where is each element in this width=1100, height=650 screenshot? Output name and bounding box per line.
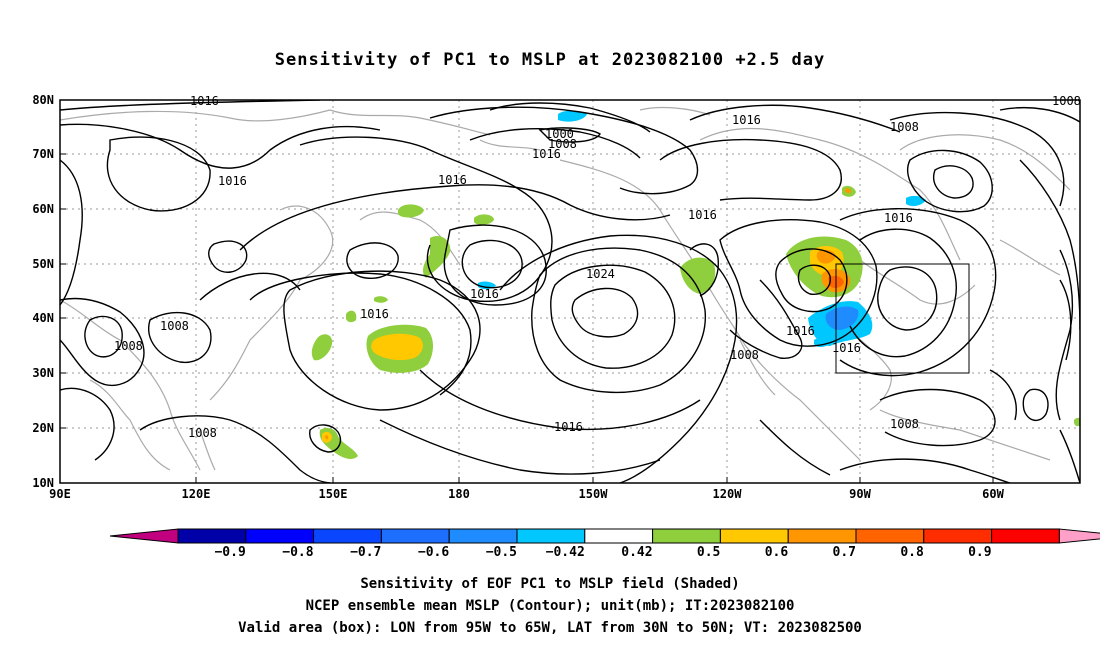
lon-label: 180 (448, 487, 470, 501)
latitude-labels: 80N 70N 60N 50N 40N 30N 20N 10N (32, 93, 54, 490)
contour-label: 1016 (786, 324, 815, 338)
colorbar-label: 0.8 (900, 545, 924, 560)
colorbar-swatch (245, 528, 315, 544)
colorbar-swatch (380, 528, 450, 544)
coastlines (60, 106, 1071, 471)
colorbar-label: 0.6 (765, 545, 789, 560)
colorbar-label: 0.42 (621, 545, 652, 560)
contour-label: 1008 (160, 319, 189, 333)
longitude-labels: 90E 120E 150E 180 150W 120W 90W 60W (49, 487, 1004, 501)
contour-label: 1016 (554, 420, 583, 434)
contour-label: 1016 (438, 173, 467, 187)
lat-label: 50N (32, 257, 54, 271)
colorbar-label: −0.5 (486, 545, 517, 560)
contour-label: 1008 (730, 348, 759, 362)
contour-label: 1016 (470, 287, 499, 301)
lon-label: 150W (579, 487, 609, 501)
colorbar-label: 0.9 (968, 545, 991, 560)
colorbar-labels: −0.9 −0.8 −0.7 −0.6 −0.5 −0.42 0.42 0.5 0.6 0.7 0.… (214, 545, 991, 560)
lon-label: 90W (849, 487, 871, 501)
contour-label: 1016 (218, 174, 247, 188)
chart-title: Sensitivity of PC1 to MSLP at 2023082100… (274, 50, 826, 70)
colorbar-swatch (584, 528, 654, 544)
colorbar-swatch (923, 528, 993, 544)
colorbar-label: −0.42 (546, 545, 585, 560)
lon-label: 120E (182, 487, 211, 501)
lat-label: 60N (32, 202, 54, 216)
lon-label: 120W (713, 487, 743, 501)
contour-label: 1016 (688, 208, 717, 222)
colorbar-label: 0.7 (833, 545, 856, 560)
colorbar-swatch (652, 528, 721, 544)
axis-ticks (60, 99, 994, 483)
contour-label: 1016 (360, 307, 389, 321)
colorbar-label: 0.5 (697, 545, 720, 560)
contour-label: 1016 (190, 94, 219, 108)
contour-label: 1016 (832, 341, 861, 355)
contour-label: 1016 (532, 147, 561, 161)
caption-line: Sensitivity of EOF PC1 to MSLP field (Sh… (360, 576, 740, 592)
colorbar-end-triangle (109, 528, 179, 544)
lon-label: 60W (982, 487, 1004, 501)
valid-area-box (835, 263, 970, 374)
contour-label: 1000 (545, 127, 574, 141)
colorbar-swatch (177, 528, 247, 544)
lat-label: 20N (32, 421, 54, 435)
contour-label: 1016 (732, 113, 761, 127)
colorbar (109, 528, 1100, 544)
lat-label: 30N (32, 366, 54, 380)
contour-label: 1008 (1052, 94, 1081, 108)
contour-label: 1008 (188, 426, 217, 440)
colorbar-swatch (991, 528, 1060, 544)
colorbar-label: −0.9 (214, 545, 245, 560)
lat-label: 10N (32, 476, 54, 490)
contour-label: 1024 (586, 267, 615, 281)
contour-label: 1008 (114, 339, 143, 353)
sensitivity-shading (311, 110, 1080, 459)
colorbar-swatch (516, 528, 586, 544)
mslp-contours (60, 100, 1080, 483)
caption-block: Sensitivity of EOF PC1 to MSLP field (Sh… (0, 573, 1100, 639)
contour-label: 1008 (548, 137, 577, 151)
caption-line: NCEP ensemble mean MSLP (Contour); unit(… (305, 598, 795, 614)
lon-label: 90E (49, 487, 71, 501)
colorbar-swatch (313, 528, 382, 544)
lat-label: 40N (32, 311, 54, 325)
lat-label: 80N (32, 93, 54, 107)
colorbar-swatch (855, 528, 925, 544)
contour-labels: 1016 1016 1000 1008 1016 1016 1008 1016 … (114, 94, 1081, 440)
map-frame (59, 99, 1081, 484)
colorbar-swatch (719, 528, 789, 544)
colorbar-swatch (787, 528, 857, 544)
contour-label: 1016 (884, 211, 913, 225)
grid-lines (60, 100, 1080, 483)
contour-label: 1008 (890, 417, 919, 431)
contour-label: 1008 (890, 120, 919, 134)
colorbar-label: −0.7 (350, 545, 381, 560)
colorbar-label: −0.6 (418, 545, 449, 560)
colorbar-label: −0.8 (282, 545, 313, 560)
colorbar-swatch (448, 528, 518, 544)
caption-line: Valid area (box): LON from 95W to 65W, L… (238, 620, 862, 636)
lat-label: 70N (32, 147, 54, 161)
colorbar-end-triangle (1058, 528, 1100, 544)
lon-label: 150E (319, 487, 348, 501)
